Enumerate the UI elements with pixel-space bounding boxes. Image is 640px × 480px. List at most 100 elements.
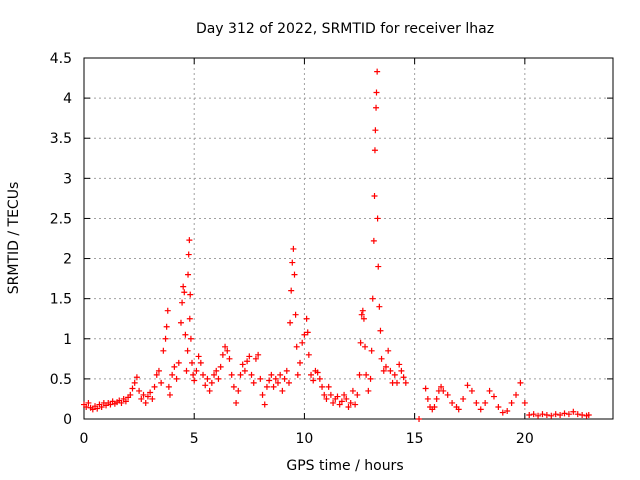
data-point (373, 104, 380, 111)
data-point (89, 406, 96, 413)
data-point (219, 351, 226, 358)
data-point (477, 406, 484, 413)
data-point (482, 399, 489, 406)
data-point (290, 245, 297, 252)
data-point (287, 319, 294, 326)
data-point (189, 359, 196, 366)
data-point (208, 379, 215, 386)
data-point (354, 391, 361, 398)
data-point (190, 371, 197, 378)
x-tick-label: 15 (406, 431, 424, 447)
data-point (250, 379, 257, 386)
data-point (160, 347, 167, 354)
data-point (387, 367, 394, 374)
data-point (138, 395, 145, 402)
data-point (373, 89, 380, 96)
data-point (179, 299, 186, 306)
data-point (166, 391, 173, 398)
data-point (195, 353, 202, 360)
data-point (163, 323, 170, 330)
data-point (186, 237, 193, 244)
data-point (543, 411, 550, 418)
data-point (468, 387, 475, 394)
data-point (382, 363, 389, 370)
data-point (294, 371, 301, 378)
data-point (288, 287, 295, 294)
data-point (304, 329, 311, 336)
chart-title: Day 312 of 2022, SRMTID for receiver lha… (196, 21, 494, 37)
data-point (122, 398, 129, 405)
data-point (356, 371, 363, 378)
data-point (200, 371, 207, 378)
data-point (83, 403, 90, 410)
data-point (431, 403, 438, 410)
data-point (325, 383, 332, 390)
data-point (372, 127, 379, 134)
data-point (257, 375, 264, 382)
data-points (81, 68, 592, 422)
data-point (299, 339, 306, 346)
data-point (455, 406, 462, 413)
data-point (464, 382, 471, 389)
data-point (330, 399, 337, 406)
data-point (343, 395, 350, 402)
data-point (363, 371, 370, 378)
data-point (526, 411, 533, 418)
data-point (345, 403, 352, 410)
x-tick-label: 20 (516, 431, 534, 447)
data-point (185, 271, 192, 278)
data-point (217, 363, 224, 370)
data-point (579, 411, 586, 418)
data-point (360, 315, 367, 322)
data-point (222, 343, 229, 350)
data-point (237, 371, 244, 378)
data-point (241, 367, 248, 374)
data-point (376, 303, 383, 310)
data-point (202, 382, 209, 389)
data-point (193, 367, 200, 374)
data-point (281, 375, 288, 382)
data-point (504, 407, 511, 414)
data-point (197, 359, 204, 366)
data-point (230, 383, 237, 390)
data-point (293, 343, 300, 350)
data-point (228, 371, 235, 378)
y-tick-label: 3.5 (50, 131, 72, 147)
data-point (153, 371, 160, 378)
y-tick-label: 1.5 (50, 292, 72, 308)
data-point (530, 411, 537, 418)
data-point (248, 371, 255, 378)
data-point (151, 383, 158, 390)
y-tick-label: 0 (63, 412, 72, 428)
data-point (305, 351, 312, 358)
data-point (255, 351, 262, 358)
data-point (270, 383, 277, 390)
data-point (155, 367, 162, 374)
data-point (367, 375, 374, 382)
data-point (129, 385, 136, 392)
data-point (438, 383, 445, 390)
data-point (338, 398, 345, 405)
data-point (548, 412, 555, 419)
y-tick-label: 0.5 (50, 372, 72, 388)
data-point (499, 409, 506, 416)
data-point (263, 383, 270, 390)
data-point (319, 383, 326, 390)
data-point (289, 259, 296, 266)
data-point (181, 289, 188, 296)
data-point (539, 411, 546, 418)
data-point (186, 315, 193, 322)
data-point (357, 339, 364, 346)
data-point (513, 391, 520, 398)
data-point (233, 399, 240, 406)
data-point (127, 391, 134, 398)
data-point (424, 395, 431, 402)
data-point (277, 371, 284, 378)
data-point (285, 379, 292, 386)
data-point (261, 401, 268, 408)
y-tick-label: 2.5 (50, 211, 72, 227)
data-point (133, 374, 140, 381)
data-point (565, 411, 572, 418)
data-point (85, 399, 92, 406)
data-point (158, 379, 165, 386)
